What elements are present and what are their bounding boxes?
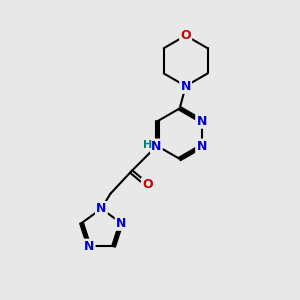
Text: N: N bbox=[151, 140, 161, 153]
Text: N: N bbox=[181, 80, 191, 93]
Text: O: O bbox=[142, 178, 153, 191]
Text: H: H bbox=[143, 140, 153, 150]
Text: N: N bbox=[196, 115, 207, 128]
Text: N: N bbox=[84, 240, 94, 253]
Text: N: N bbox=[96, 202, 106, 215]
Text: N: N bbox=[196, 140, 207, 153]
Text: N: N bbox=[116, 217, 126, 230]
Text: O: O bbox=[180, 29, 191, 42]
